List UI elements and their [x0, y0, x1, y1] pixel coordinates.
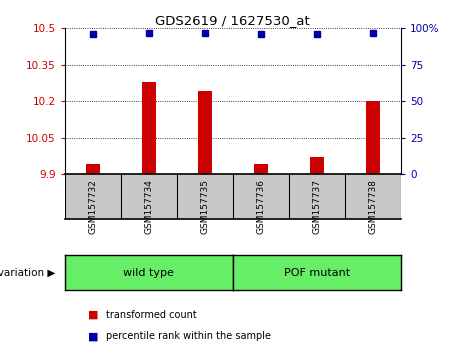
Text: GSM157738: GSM157738	[368, 179, 378, 234]
Text: GSM157737: GSM157737	[313, 179, 321, 234]
Title: GDS2619 / 1627530_at: GDS2619 / 1627530_at	[155, 14, 310, 27]
Bar	[254, 164, 268, 174]
Bar	[198, 91, 212, 174]
Text: GSM157734: GSM157734	[144, 179, 153, 234]
Text: ■: ■	[88, 331, 98, 341]
Text: genotype/variation ▶: genotype/variation ▶	[0, 268, 55, 278]
Text: POF mutant: POF mutant	[284, 268, 350, 278]
Bar	[310, 157, 324, 174]
Text: transformed count: transformed count	[106, 310, 197, 320]
Text: GSM157732: GSM157732	[88, 179, 97, 234]
Bar	[142, 82, 156, 174]
Text: ■: ■	[88, 310, 98, 320]
Text: percentile rank within the sample: percentile rank within the sample	[106, 331, 271, 341]
Bar	[86, 164, 100, 174]
Text: GSM157736: GSM157736	[256, 179, 266, 234]
Bar	[366, 101, 380, 174]
Text: wild type: wild type	[123, 268, 174, 278]
Text: GSM157735: GSM157735	[200, 179, 209, 234]
